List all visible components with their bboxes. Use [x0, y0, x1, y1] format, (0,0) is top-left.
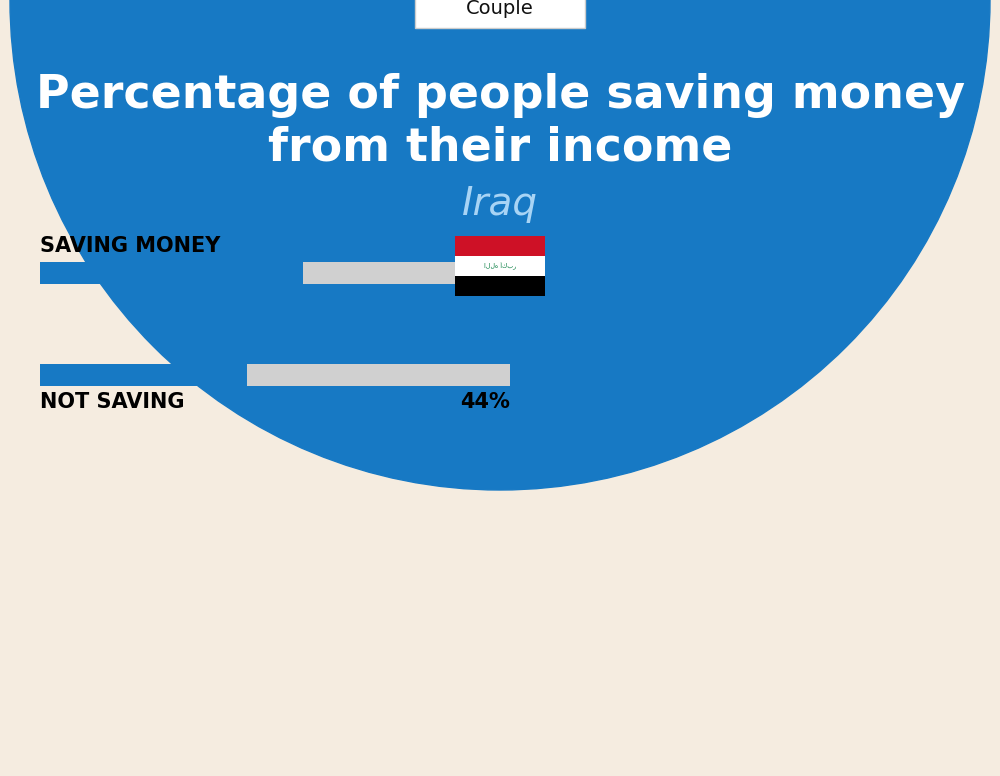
Text: الله أكبر: الله أكبر — [484, 262, 516, 270]
Text: from their income: from their income — [268, 126, 732, 171]
Text: Percentage of people saving money: Percentage of people saving money — [36, 74, 964, 119]
Text: Iraq: Iraq — [462, 185, 538, 223]
Text: Couple: Couple — [466, 0, 534, 19]
Text: SAVING MONEY: SAVING MONEY — [40, 236, 220, 256]
Circle shape — [10, 0, 990, 490]
FancyBboxPatch shape — [415, 0, 585, 28]
Bar — [40, 262, 303, 284]
Text: 56%: 56% — [460, 236, 510, 256]
Text: NOT SAVING: NOT SAVING — [40, 392, 184, 412]
Bar — [40, 262, 510, 284]
Bar — [40, 364, 247, 386]
Bar — [455, 236, 545, 256]
Bar — [455, 256, 545, 276]
Text: 44%: 44% — [460, 392, 510, 412]
Bar — [455, 276, 545, 296]
Bar — [40, 364, 510, 386]
